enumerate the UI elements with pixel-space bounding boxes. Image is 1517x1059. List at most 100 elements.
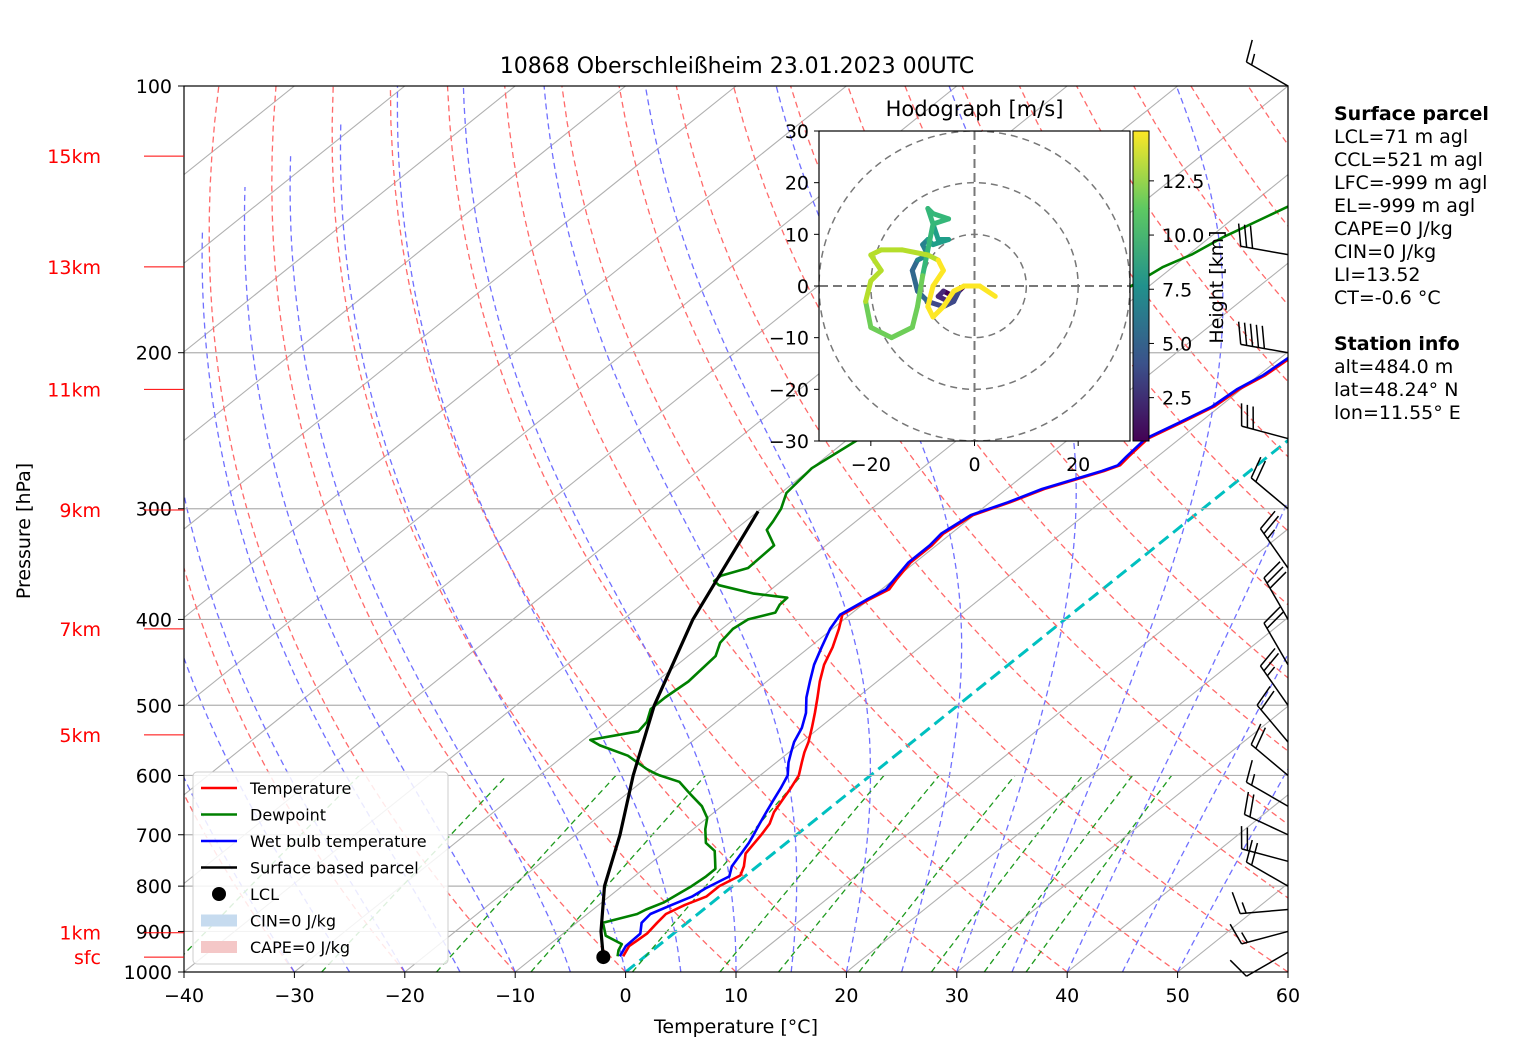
surface-parcel-ct: CT=-0.6 °C bbox=[1334, 287, 1441, 309]
station-altitude: alt=484.0 m bbox=[1334, 356, 1454, 378]
wind-barb-flag bbox=[1269, 571, 1287, 589]
surface-parcel-lfc: LFC=-999 m agl bbox=[1334, 172, 1488, 194]
hodograph-segment bbox=[868, 324, 895, 341]
legend-dewpoint-label: Dewpoint bbox=[250, 806, 326, 825]
wind-barb-flag bbox=[1249, 323, 1254, 347]
wind-barb-staff bbox=[1259, 528, 1289, 569]
wind-barb-flag bbox=[1249, 794, 1255, 818]
wind-barb-half-flag bbox=[1250, 53, 1256, 66]
wind-barb bbox=[1237, 223, 1289, 256]
wet-bulb-line bbox=[618, 356, 1288, 957]
wind-barb-staff bbox=[1241, 425, 1289, 440]
surface-parcel-cin: CIN=0 J/kg bbox=[1334, 241, 1437, 263]
moist-adiabat bbox=[396, 86, 682, 972]
moist-adiabat bbox=[243, 186, 516, 972]
mixing-ratio-line bbox=[1025, 775, 1173, 972]
wind-barb bbox=[1240, 403, 1289, 440]
wind-barb-flag bbox=[1237, 321, 1242, 345]
wind-barb-flag bbox=[1237, 223, 1242, 247]
isotherm bbox=[735, 528, 1288, 972]
height-label: 11km bbox=[47, 379, 101, 401]
height-label: 9km bbox=[59, 500, 101, 522]
mixing-ratio-line bbox=[436, 774, 617, 972]
wind-barb-staff bbox=[1240, 343, 1289, 354]
wind-barb-staff bbox=[1246, 861, 1289, 887]
wind-barb bbox=[1245, 839, 1289, 887]
wind-barb-flag bbox=[1266, 566, 1284, 584]
legend-temperature-label: Temperature bbox=[249, 779, 351, 798]
x-tick-label: 50 bbox=[1166, 985, 1190, 1007]
wind-barb-flag bbox=[1260, 690, 1275, 711]
colorbar-label: Height [km] bbox=[1206, 230, 1228, 343]
mixing-ratio-line bbox=[321, 774, 508, 972]
info-panel: Surface parcel LCL=71 m agl CCL=521 m ag… bbox=[1334, 103, 1489, 425]
dry-adiabat bbox=[271, 86, 627, 972]
x-axis-label: Temperature [°C] bbox=[653, 1016, 818, 1038]
wind-barb bbox=[1259, 510, 1289, 569]
colorbar-tick-label: 7.5 bbox=[1162, 279, 1192, 301]
wind-barb-staff bbox=[1240, 908, 1289, 915]
hodograph-y-tick-label: −20 bbox=[769, 379, 809, 401]
x-tick-label: −30 bbox=[274, 985, 314, 1007]
wind-barb bbox=[1250, 723, 1289, 777]
wind-barb-staff bbox=[1250, 477, 1289, 510]
hodograph-y-tick-label: −10 bbox=[769, 328, 809, 350]
y-axis-label: Pressure [hPa] bbox=[13, 463, 35, 599]
reference-lines bbox=[184, 86, 1288, 972]
hodograph-segment bbox=[930, 268, 946, 289]
legend-cin-label: CIN=0 J/kg bbox=[250, 912, 336, 931]
wind-barb-flag bbox=[1261, 325, 1266, 349]
hodograph-y-tick-label: 10 bbox=[785, 224, 809, 246]
wind-barb-staff bbox=[1250, 744, 1289, 777]
hodograph-colorbar bbox=[1132, 130, 1150, 442]
wind-barb bbox=[1259, 647, 1289, 706]
wind-barb-flag bbox=[1245, 39, 1253, 63]
wind-barb-staff bbox=[1246, 61, 1289, 87]
hodograph-x-tick-label: 20 bbox=[1066, 454, 1090, 476]
y-tick-label: 400 bbox=[136, 609, 172, 631]
wind-barb-flag bbox=[1266, 611, 1284, 629]
moist-adiabat bbox=[644, 86, 872, 972]
legend-cape-swatch bbox=[201, 941, 237, 953]
hodograph-x-tick-label: −20 bbox=[851, 454, 891, 476]
hodograph-title: Hodograph [m/s] bbox=[886, 97, 1064, 121]
hodograph-segment bbox=[868, 252, 884, 273]
hodograph-segment bbox=[863, 299, 874, 330]
wind-barb-flag bbox=[1250, 456, 1262, 479]
axes: −40 −30 −20 −10 0 10 20 30 40 50 60100200300400500… bbox=[124, 76, 1300, 1007]
x-tick-label: 20 bbox=[834, 985, 858, 1007]
surface-parcel-li: LI=13.52 bbox=[1334, 264, 1421, 286]
legend-cape-label: CAPE=0 J/kg bbox=[250, 938, 350, 957]
x-tick-label: 60 bbox=[1276, 985, 1300, 1007]
hodograph-segment bbox=[925, 283, 936, 310]
wind-barb-flag bbox=[1243, 224, 1248, 248]
hodograph-segment bbox=[977, 283, 998, 299]
wind-barb-flag bbox=[1259, 510, 1276, 530]
moist-adiabat bbox=[289, 156, 572, 972]
surface-parcel-line bbox=[599, 510, 760, 958]
hodograph-y-tick-label: 0 bbox=[797, 276, 809, 298]
isotherm bbox=[1066, 794, 1288, 972]
mixing-ratio-line bbox=[930, 774, 1084, 972]
wind-barb-staff bbox=[1240, 245, 1289, 256]
wind-barb bbox=[1229, 951, 1289, 977]
surface-parcel-title: Surface parcel bbox=[1334, 103, 1489, 125]
dry-adiabat bbox=[208, 86, 516, 972]
x-tick-label: 40 bbox=[1055, 985, 1079, 1007]
moist-adiabat bbox=[1177, 767, 1288, 972]
hodograph-y-tick-label: 30 bbox=[785, 121, 809, 143]
station-longitude: lon=11.55° E bbox=[1334, 402, 1461, 424]
wind-barb-flag bbox=[1231, 891, 1241, 914]
hodograph-y-tick-label: 20 bbox=[785, 173, 809, 195]
wind-barb-half-flag bbox=[1266, 529, 1276, 540]
y-tick-label: 1000 bbox=[124, 962, 172, 984]
wind-barb-half-flag bbox=[1266, 666, 1276, 677]
wind-barb-flag bbox=[1263, 606, 1281, 624]
isotherm bbox=[184, 86, 958, 707]
wind-barb bbox=[1245, 759, 1289, 807]
hodograph-x-tick-label: 0 bbox=[968, 454, 980, 476]
isotherm bbox=[184, 86, 626, 442]
wind-barb-flag bbox=[1263, 652, 1280, 672]
mixing-ratio-line bbox=[858, 774, 1016, 972]
